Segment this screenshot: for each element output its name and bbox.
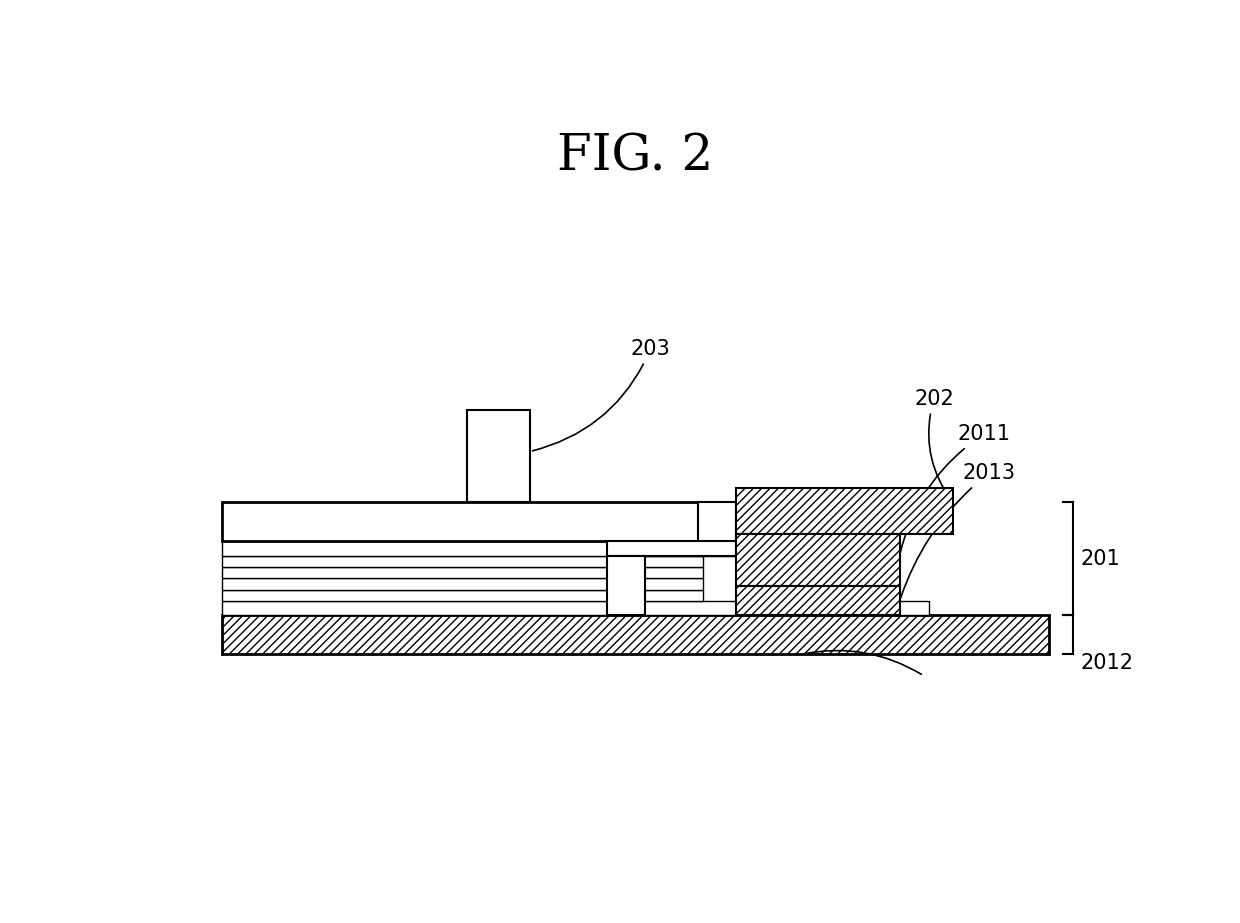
Bar (606, 556, 645, 616)
Bar (698, 502, 737, 556)
Text: 2013: 2013 (900, 463, 1016, 598)
Bar (222, 502, 832, 542)
Text: 2011: 2011 (900, 425, 1011, 552)
Bar (222, 567, 703, 579)
Text: 201: 201 (1080, 549, 1120, 569)
Text: FIG. 2: FIG. 2 (557, 132, 714, 182)
Text: 203: 203 (532, 339, 671, 450)
Text: 202: 202 (914, 389, 954, 499)
Bar (222, 542, 832, 556)
Bar (222, 579, 703, 590)
Text: 2012: 2012 (1080, 653, 1133, 674)
Bar (222, 556, 703, 567)
Bar (467, 410, 529, 502)
Bar (737, 585, 900, 616)
Bar (606, 542, 737, 556)
Bar (737, 534, 900, 585)
Bar (222, 601, 929, 616)
Bar (737, 488, 952, 534)
Bar (222, 590, 703, 601)
Bar (222, 616, 1049, 654)
